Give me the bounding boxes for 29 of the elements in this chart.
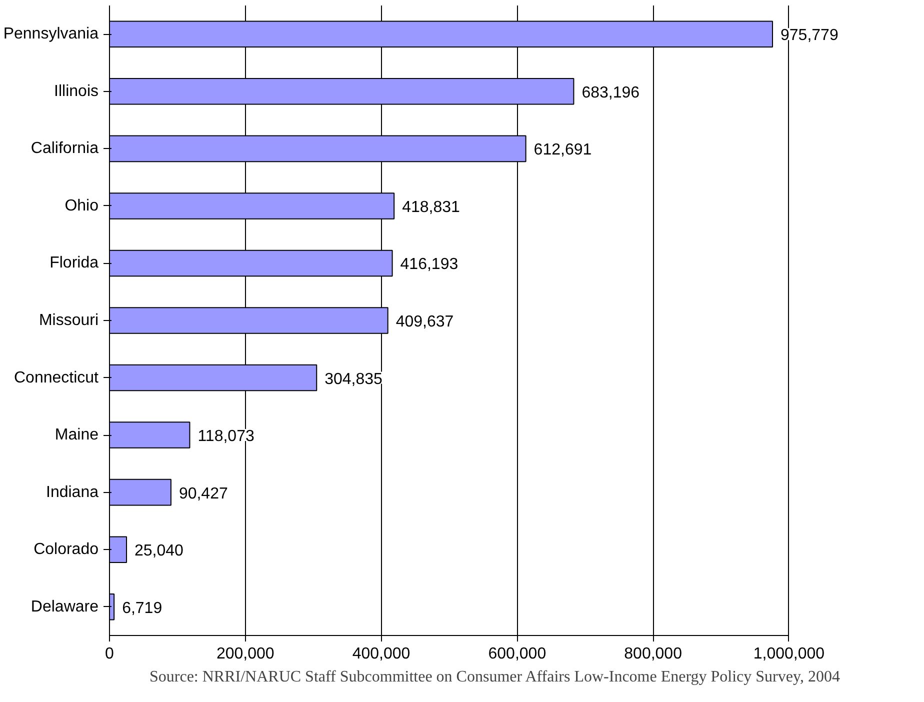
y-tick-label: Delaware bbox=[30, 598, 99, 616]
data-label: 25,040 bbox=[134, 542, 184, 560]
x-tick-label: 200,000 bbox=[216, 646, 274, 662]
data-label: 683,196 bbox=[582, 84, 640, 102]
data-label: 975,779 bbox=[780, 27, 838, 44]
y-tick-label: Florida bbox=[50, 254, 99, 272]
y-tick-label: Colorado bbox=[34, 541, 99, 558]
data-label: 90,427 bbox=[178, 485, 228, 502]
y-tick-label: Illinois bbox=[54, 82, 99, 100]
data-label: 416,193 bbox=[400, 256, 458, 274]
x-tick-label: 1,000,000 bbox=[753, 646, 825, 662]
y-tick-label: Pennsylvania bbox=[3, 26, 99, 43]
x-tick-label: 400,000 bbox=[352, 646, 410, 662]
data-label: 6,719 bbox=[122, 600, 162, 617]
data-label: 304,835 bbox=[324, 370, 383, 388]
x-tick-label: 600,000 bbox=[488, 646, 546, 662]
x-tick-label: 800,000 bbox=[624, 646, 682, 662]
y-tick-label: California bbox=[30, 140, 99, 158]
data-label: 118,073 bbox=[198, 428, 254, 446]
y-tick-label: Connecticut bbox=[14, 369, 100, 386]
x-tick-label: 0 bbox=[105, 646, 114, 662]
y-tick-label: Maine bbox=[54, 426, 99, 444]
y-tick-label: Ohio bbox=[64, 197, 99, 214]
y-tick-label: Indiana bbox=[46, 484, 99, 501]
data-label: 409,637 bbox=[396, 314, 454, 330]
data-label: 612,691 bbox=[534, 142, 592, 159]
data-label: 418,831 bbox=[402, 198, 460, 216]
y-tick-label: Missouri bbox=[38, 312, 98, 329]
source-note: Source: NRRI/NARUC Staff Subcommittee on Consumer Affairs Low-Income Energy Policy Survey, 2004 bbox=[150, 668, 840, 686]
